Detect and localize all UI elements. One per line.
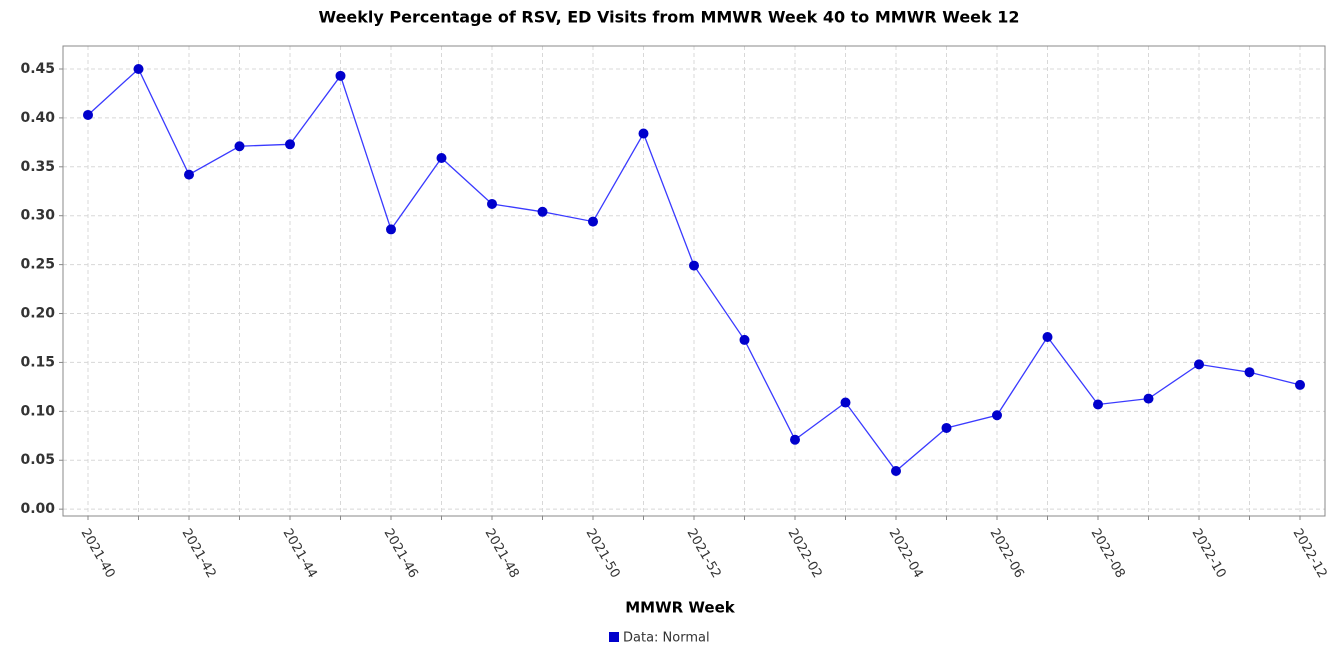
x-tick-label: 2022-04	[886, 526, 926, 581]
x-tick-label: 2022-06	[987, 526, 1027, 581]
y-tick-label: 0.35	[20, 159, 55, 175]
y-tick-label: 0.25	[20, 257, 55, 273]
point	[537, 206, 548, 217]
legend-label: Data: Normal	[623, 631, 710, 646]
x-tick-label: 2021-46	[381, 526, 421, 581]
y-tick-label: 0.10	[20, 403, 55, 419]
legend-item: Data: Normal	[609, 631, 710, 646]
x-tick-label: 2021-52	[684, 526, 724, 581]
x-tick-label: 2021-42	[179, 526, 219, 581]
x-tick-label: 2022-08	[1088, 526, 1128, 581]
point	[840, 397, 851, 408]
x-axis-title: MMWR Week	[625, 599, 736, 617]
x-tick-label: 2021-44	[280, 526, 320, 581]
y-tick-label: 0.00	[20, 501, 55, 517]
point	[891, 466, 901, 477]
y-tick-label: 0.30	[20, 208, 55, 224]
point	[234, 141, 245, 152]
chart-title: Weekly Percentage of RSV, ED Visits from…	[318, 8, 1019, 27]
y-tick-label: 0.20	[20, 306, 55, 322]
point	[133, 63, 144, 74]
point	[285, 139, 295, 150]
x-tick-label: 2021-50	[583, 526, 623, 581]
point	[1143, 393, 1154, 404]
point	[1194, 359, 1204, 370]
x-tick-label: 2022-12	[1290, 526, 1330, 581]
plot-frame	[62, 45, 1326, 517]
x-tick-label: 2022-02	[785, 526, 825, 581]
x-tick-label: 2022-10	[1189, 526, 1229, 581]
point	[184, 169, 194, 180]
point	[335, 70, 346, 81]
y-tick-label: 0.15	[20, 354, 55, 370]
point	[638, 128, 649, 139]
point	[790, 434, 800, 445]
point	[941, 422, 952, 433]
y-tick-label: 0.05	[20, 452, 55, 468]
x-tick-label: 2021-40	[78, 526, 118, 581]
point	[1093, 399, 1103, 410]
point	[436, 152, 447, 163]
legend-swatch	[609, 632, 619, 642]
point	[689, 260, 699, 271]
point	[1244, 367, 1255, 378]
point	[83, 109, 93, 120]
point	[487, 198, 497, 209]
x-tick-label: 2021-48	[482, 526, 522, 581]
point	[1042, 331, 1053, 342]
y-tick-label: 0.40	[20, 110, 55, 126]
point	[739, 334, 750, 345]
point	[588, 216, 598, 227]
point	[386, 224, 396, 235]
point	[992, 410, 1002, 421]
y-tick-label: 0.45	[20, 61, 55, 77]
point	[1295, 379, 1305, 390]
